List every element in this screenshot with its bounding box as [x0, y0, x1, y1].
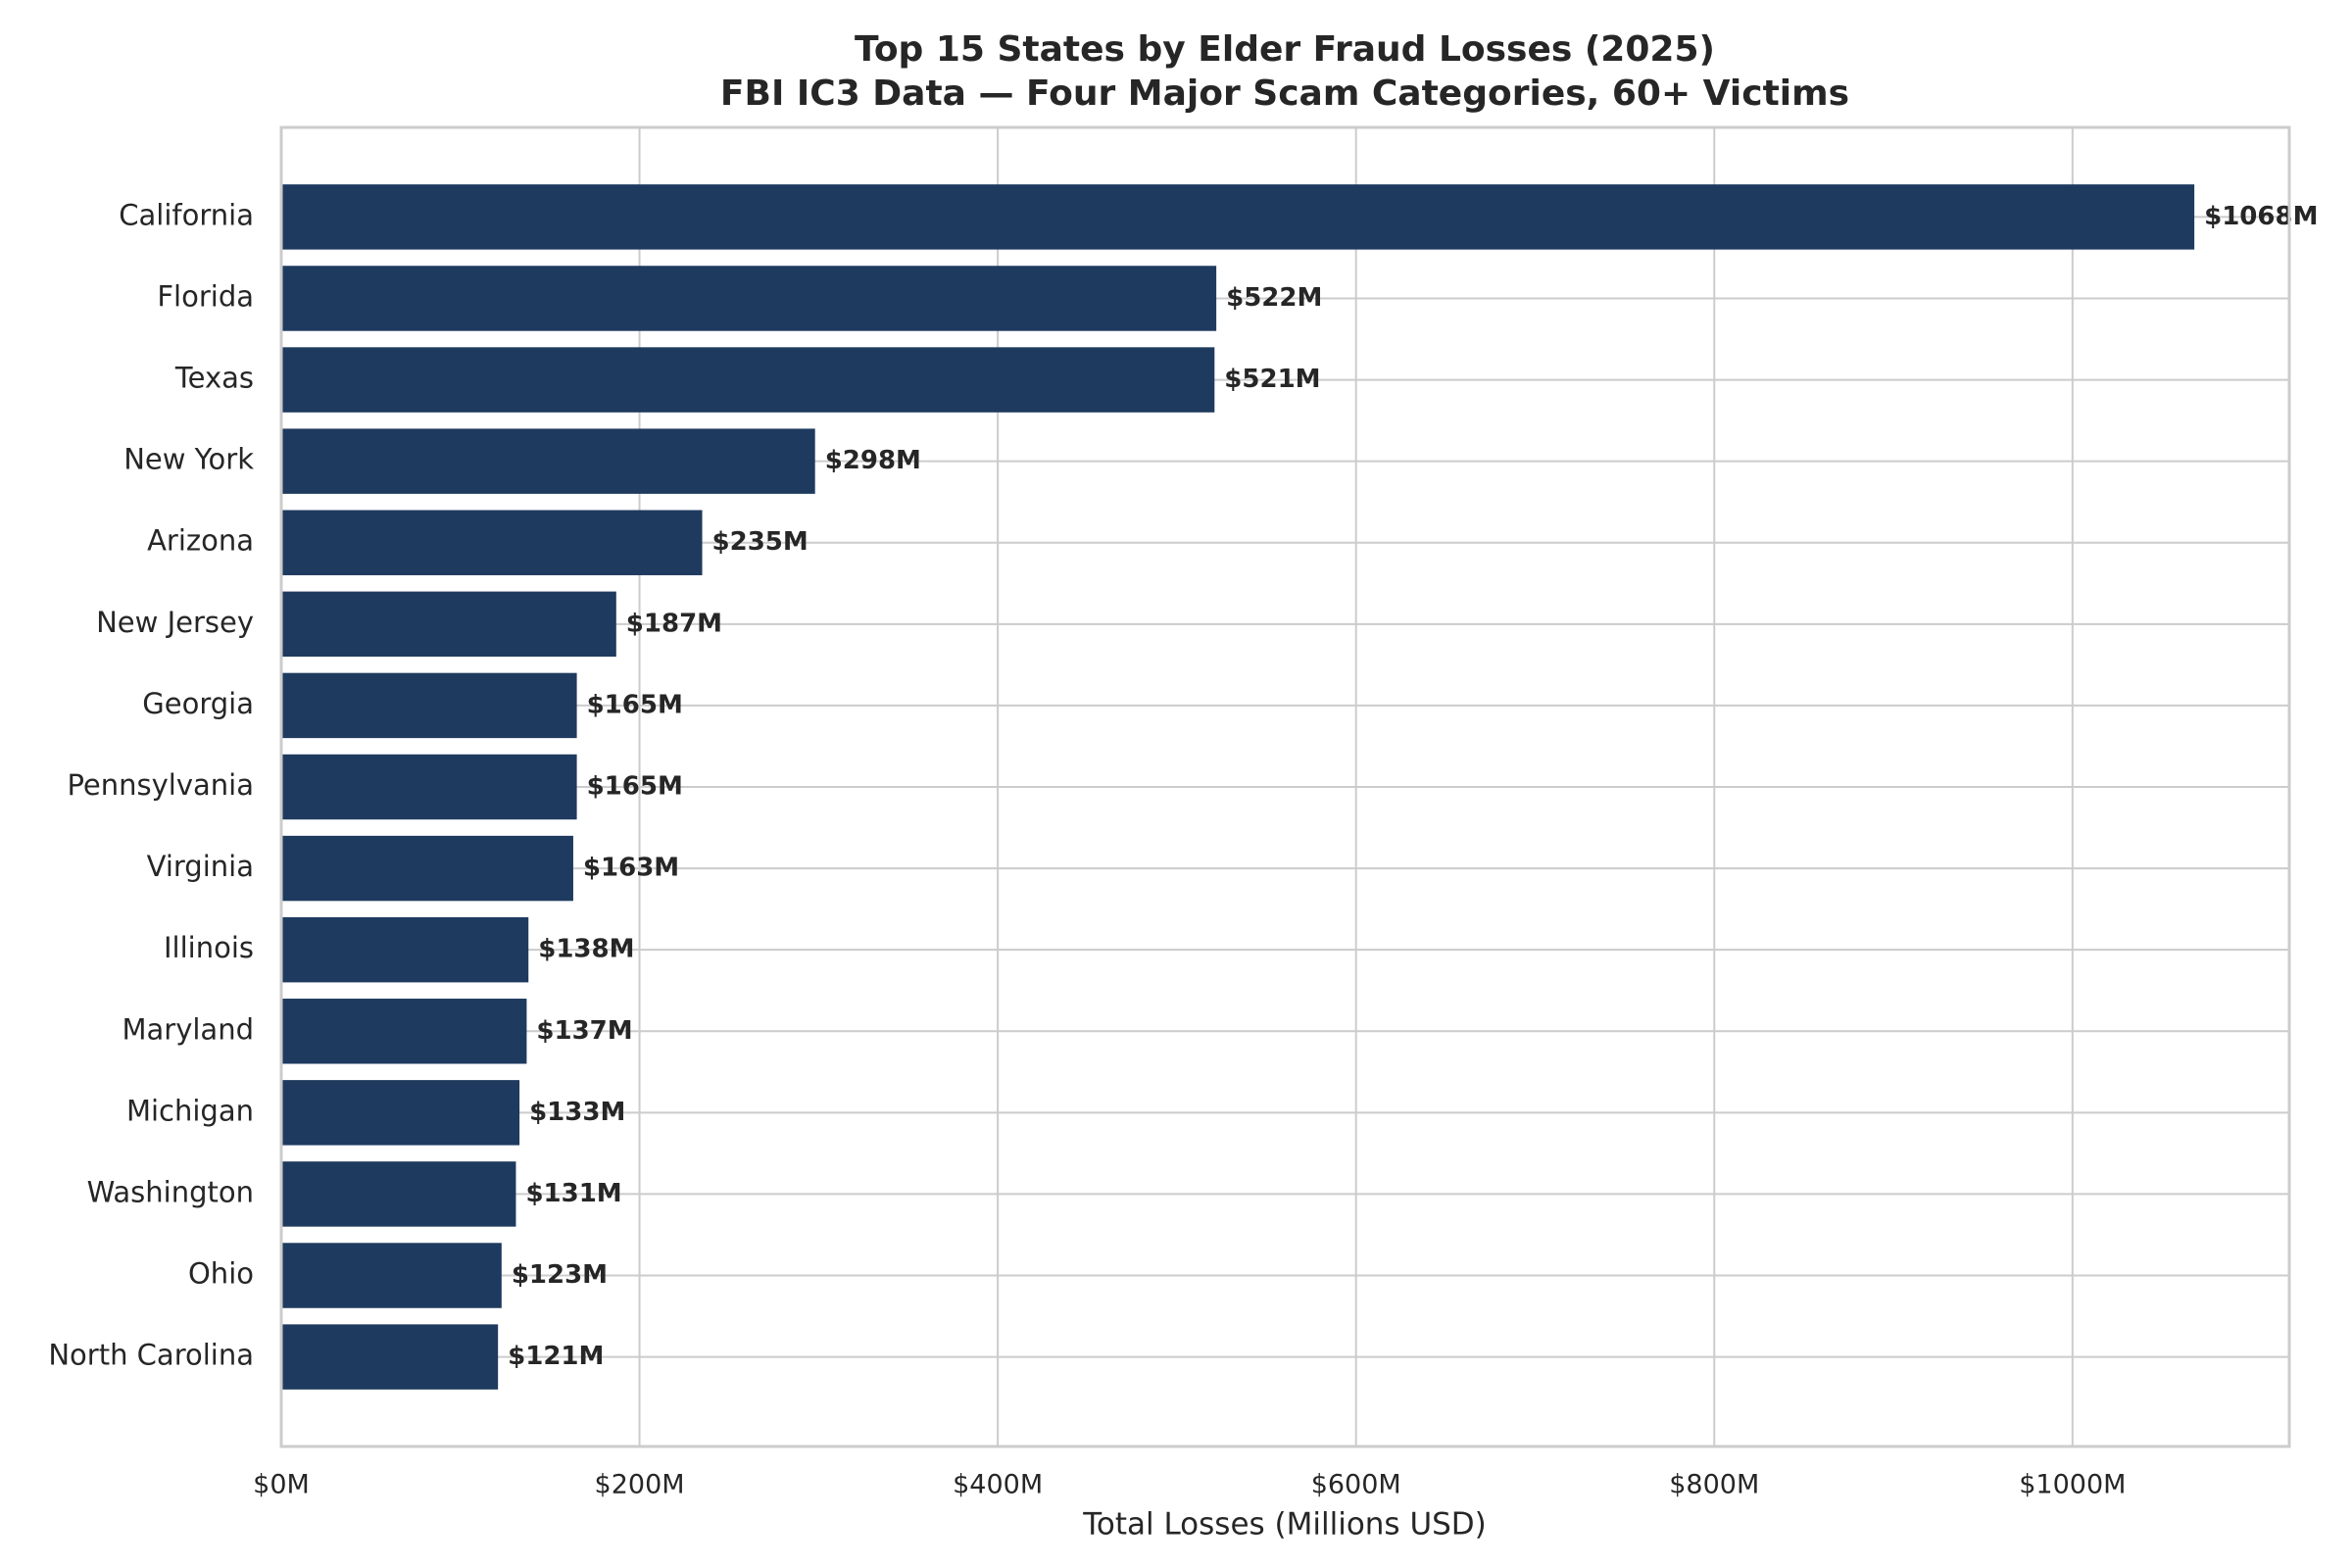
chart-subtitle: FBI IC3 Data — Four Major Scam Categorie…: [720, 74, 1849, 114]
bar: [281, 266, 1217, 331]
bar: [281, 510, 703, 575]
x-tick-label: $0M: [253, 1470, 310, 1500]
bar: [281, 347, 1215, 413]
bar: [281, 916, 529, 983]
x-tick-label: $1000M: [2019, 1470, 2126, 1500]
x-tick-label: $200M: [595, 1470, 685, 1500]
bar: [281, 591, 616, 658]
chart-title: Top 15 States by Elder Fraud Losses (202…: [855, 29, 1715, 70]
y-tick-label: New Jersey: [96, 606, 254, 639]
value-label: $121M: [508, 1342, 604, 1371]
y-tick-label: California: [119, 198, 254, 231]
bar: [281, 835, 573, 902]
x-tick-label: $400M: [953, 1470, 1043, 1500]
value-label: $1068M: [2204, 202, 2318, 231]
value-label: $137M: [536, 1016, 632, 1046]
y-tick-label: Arizona: [147, 524, 254, 558]
bar: [281, 1243, 502, 1308]
value-label: $133M: [529, 1098, 625, 1127]
y-tick-label: North Carolina: [48, 1339, 254, 1372]
y-tick-label: Pennsylvania: [67, 768, 254, 802]
value-label: $235M: [712, 527, 808, 557]
bar: [281, 1080, 520, 1146]
y-tick-label: Ohio: [188, 1257, 254, 1291]
x-tick-label: $800M: [1669, 1470, 1759, 1500]
value-label: $187M: [626, 609, 722, 638]
value-label: $138M: [538, 935, 634, 964]
x-axis-label: Total Losses (Millions USD): [1082, 1507, 1487, 1543]
bar: [281, 184, 2195, 250]
y-tick-label: Georgia: [142, 687, 254, 720]
y-tick-label: New York: [123, 443, 254, 476]
y-tick-label: Washington: [87, 1175, 254, 1208]
bar: [281, 999, 527, 1064]
y-tick-label: Maryland: [122, 1012, 255, 1046]
value-label: $165M: [587, 690, 683, 719]
value-label: $521M: [1224, 365, 1320, 394]
y-tick-label: Virginia: [147, 850, 254, 883]
y-tick-label: Illinois: [164, 931, 254, 964]
value-label: $123M: [512, 1260, 608, 1290]
bar: [281, 1324, 499, 1390]
value-label: $163M: [583, 854, 679, 883]
x-tick-label: $600M: [1311, 1470, 1401, 1500]
y-tick-label: Texas: [174, 362, 254, 395]
y-tick-label: Florida: [157, 279, 254, 313]
bar: [281, 428, 815, 494]
bar: [281, 1161, 516, 1227]
value-label: $298M: [825, 446, 921, 475]
y-tick-label: Michigan: [126, 1094, 254, 1127]
value-label: $131M: [525, 1179, 621, 1208]
value-label: $522M: [1226, 283, 1322, 313]
bar: [281, 672, 577, 739]
bar: [281, 754, 577, 820]
plot-frame: [279, 125, 2291, 1448]
value-label: $165M: [587, 772, 683, 802]
